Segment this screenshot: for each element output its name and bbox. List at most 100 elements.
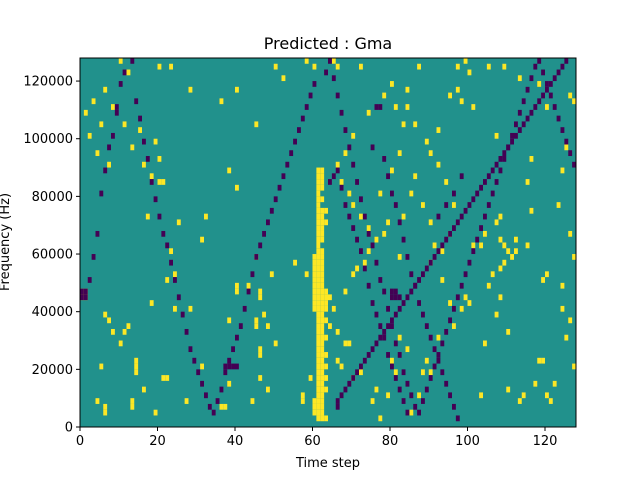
high-cell (227, 317, 232, 324)
high-cell (316, 173, 321, 180)
high-cell (227, 167, 232, 174)
high-cell (142, 386, 146, 393)
low-cell (471, 248, 476, 255)
high-cell (157, 63, 162, 70)
high-cell (316, 363, 321, 370)
low-cell (254, 254, 259, 260)
high-cell (254, 121, 259, 128)
high-cell (316, 248, 321, 255)
high-cell (157, 179, 162, 185)
low-cell (471, 196, 476, 203)
high-cell (316, 340, 321, 347)
high-cell (281, 75, 286, 82)
high-cell (134, 369, 139, 376)
low-cell (386, 305, 390, 312)
high-cell (316, 357, 321, 364)
high-cell (568, 92, 573, 99)
high-cell (537, 357, 542, 364)
high-cell (483, 230, 487, 237)
high-cell (560, 167, 565, 174)
low-cell (417, 300, 421, 306)
high-cell (130, 403, 135, 410)
low-cell (83, 288, 88, 295)
high-cell (335, 328, 340, 335)
low-cell (87, 277, 92, 283)
low-cell (351, 375, 356, 381)
high-cell (568, 317, 573, 324)
low-cell (386, 173, 390, 180)
high-cell (428, 150, 433, 157)
high-cell (393, 104, 398, 110)
x-axis: 0 20 40 60 80 100 120 (76, 427, 557, 449)
high-cell (312, 282, 317, 289)
low-cell (475, 236, 480, 243)
y-tick-label: 60000 (32, 248, 73, 263)
low-cell (347, 213, 352, 220)
high-cell (316, 179, 321, 185)
high-cell (316, 403, 321, 410)
high-cell (312, 259, 317, 266)
high-cell (351, 202, 356, 208)
low-cell (374, 311, 379, 318)
high-cell (568, 230, 573, 237)
x-tick-label: 20 (149, 434, 166, 449)
low-cell (351, 225, 356, 231)
low-cell (382, 288, 387, 295)
low-cell (343, 202, 348, 208)
high-cell (324, 317, 328, 324)
low-cell (556, 69, 561, 76)
high-cell (405, 104, 410, 110)
high-cell (359, 63, 363, 70)
low-cell (374, 340, 379, 347)
low-cell (455, 294, 460, 301)
high-cell (235, 282, 239, 289)
low-cell (386, 352, 390, 358)
high-cell (300, 398, 305, 404)
low-cell (537, 58, 542, 64)
high-cell (320, 300, 325, 306)
low-cell (436, 357, 441, 364)
high-cell (316, 300, 321, 306)
high-cell (320, 346, 325, 353)
low-cell (219, 386, 224, 393)
low-cell (196, 369, 201, 376)
low-cell (235, 334, 239, 341)
low-cell (510, 132, 514, 139)
high-cell (494, 311, 499, 318)
high-cell (502, 242, 507, 249)
high-cell (227, 380, 232, 387)
high-cell (184, 398, 189, 404)
low-cell (409, 392, 414, 399)
high-cell (173, 271, 177, 278)
low-cell (134, 98, 139, 105)
high-cell (572, 254, 576, 260)
low-cell (161, 230, 166, 237)
high-cell (320, 282, 325, 289)
high-cell (320, 334, 325, 341)
high-cell (165, 277, 170, 283)
high-cell (320, 265, 325, 272)
low-cell (541, 92, 545, 99)
high-cell (320, 317, 325, 324)
low-value-cells (80, 58, 576, 422)
high-cell (320, 380, 325, 387)
high-cell (467, 69, 472, 76)
low-cell (370, 144, 375, 151)
low-cell (231, 346, 235, 353)
low-cell (417, 277, 421, 283)
plot-frame (79, 57, 577, 428)
high-cell (316, 294, 321, 301)
high-cell (153, 138, 158, 145)
high-cell (401, 213, 406, 220)
low-cell (393, 311, 398, 318)
low-cell (390, 190, 394, 197)
low-cell (552, 104, 557, 110)
high-cell (176, 219, 181, 226)
high-cell (320, 352, 325, 358)
low-cell (529, 75, 534, 82)
high-cell (312, 294, 317, 301)
low-cell (390, 363, 394, 370)
high-cell (300, 392, 305, 399)
low-cell (463, 207, 468, 214)
low-cell (343, 127, 348, 133)
